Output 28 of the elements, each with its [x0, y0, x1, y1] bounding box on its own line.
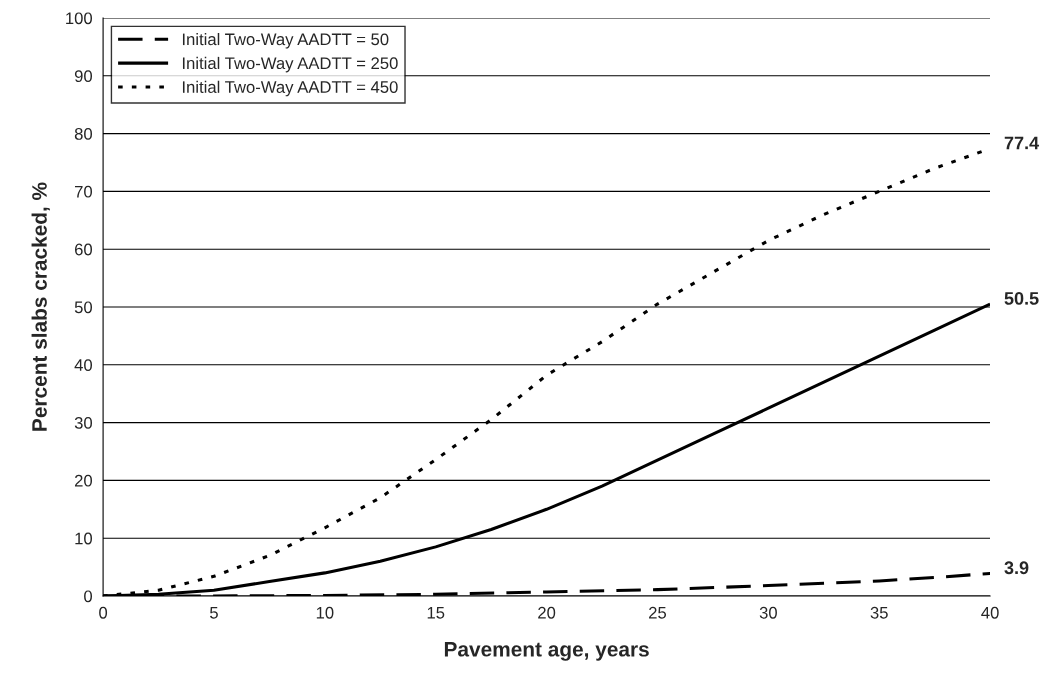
x-tick-label: 20	[538, 606, 556, 619]
x-tick-label: 35	[870, 606, 888, 619]
y-tick-label: 10	[75, 532, 93, 545]
y-tick-label: 100	[66, 12, 93, 25]
data-label: 3.9	[1004, 561, 1029, 575]
y-axis-title: Percent slabs cracked, %	[31, 182, 50, 431]
y-tick-label: 50	[74, 301, 93, 314]
x-tick-label: 40	[981, 606, 999, 619]
y-tick-label: 80	[74, 128, 93, 140]
x-tick-label: 0	[99, 606, 108, 619]
y-tick-label: 20	[74, 474, 93, 487]
x-tick-label: 10	[316, 606, 334, 619]
y-tick-label: 70	[75, 185, 93, 198]
y-tick-label: 0	[84, 590, 93, 603]
x-axis-title: Pavement age, years	[444, 642, 649, 661]
x-tick-label: 25	[649, 606, 667, 619]
y-tick-label: 90	[74, 70, 93, 82]
legend-label: Initial Two-Way AADTT = 50	[182, 33, 389, 49]
y-tick-label: 60	[74, 243, 93, 256]
x-tick-label: 5	[210, 607, 218, 619]
y-tick-label: 30	[74, 417, 93, 429]
legend-label: Initial Two-Way AADTT = 250	[182, 56, 398, 73]
data-label: 50.5	[1004, 292, 1039, 305]
legend-label: Initial Two-Way AADTT = 450	[182, 80, 398, 97]
data-label: 77.4	[1004, 136, 1040, 150]
y-tick-label: 40	[74, 359, 93, 371]
x-tick-label: 15	[427, 607, 445, 619]
x-tick-label: 30	[759, 606, 777, 619]
